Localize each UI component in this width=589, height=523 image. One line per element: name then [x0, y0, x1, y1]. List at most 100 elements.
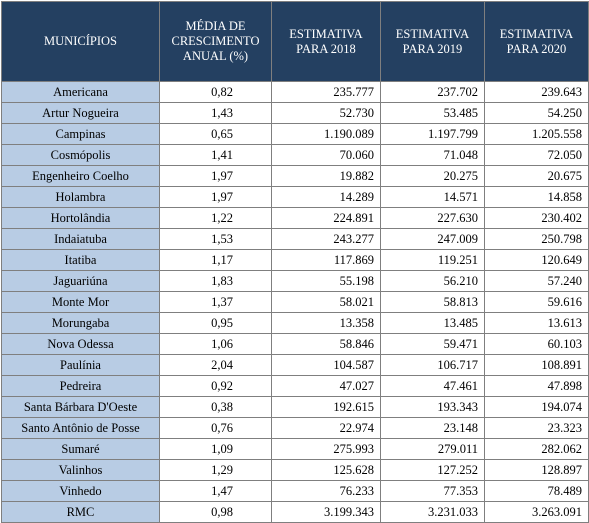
municipio-cell: Nova Odessa: [1, 333, 160, 355]
header-2020-line-1: ESTIMATIVA: [499, 26, 574, 41]
estimativa-2020-cell: 230.402: [484, 207, 589, 229]
municipio-cell: Sumaré: [1, 438, 160, 460]
municipio-cell: Holambra: [1, 186, 160, 208]
estimativa-2020-cell: 3.263.091: [484, 501, 589, 523]
estimativa-2019-cell: 106.717: [380, 354, 485, 376]
table-row: Sumaré 1,09 275.993 279.011 282.062: [1, 438, 589, 460]
estimativa-2020-cell: 13.613: [484, 312, 589, 334]
municipio-cell: RMC: [1, 501, 160, 523]
table-row: Monte Mor 1,37 58.021 58.813 59.616: [1, 291, 589, 313]
media-cell: 1,47: [159, 480, 272, 502]
estimativa-2020-cell: 47.898: [484, 375, 589, 397]
estimativa-2020-cell: 128.897: [484, 459, 589, 481]
table-row: Hortolândia 1,22 224.891 227.630 230.402: [1, 207, 589, 229]
media-cell: 0,38: [159, 396, 272, 418]
estimativa-2019-cell: 127.252: [380, 459, 485, 481]
estimativa-2019-cell: 56.210: [380, 270, 485, 292]
municipio-cell: Santa Bárbara D'Oeste: [1, 396, 160, 418]
header-estimativa-2019: ESTIMATIVA PARA 2019: [380, 1, 485, 82]
estimativa-2019-cell: 119.251: [380, 249, 485, 271]
estimativa-2018-cell: 125.628: [271, 459, 381, 481]
table-row: Artur Nogueira 1,43 52.730 53.485 54.250: [1, 102, 589, 124]
estimativa-2018-cell: 76.233: [271, 480, 381, 502]
estimativa-2019-cell: 77.353: [380, 480, 485, 502]
header-2019-line-2: PARA 2019: [402, 41, 463, 56]
municipio-cell: Paulínia: [1, 354, 160, 376]
media-cell: 1,22: [159, 207, 272, 229]
municipio-cell: Campinas: [1, 123, 160, 145]
table-body: Americana 0,82 235.777 237.702 239.643 Artur …: [1, 81, 589, 523]
municipio-cell: Jaguariúna: [1, 270, 160, 292]
table-row: Indaiatuba 1,53 243.277 247.009 250.798: [1, 228, 589, 250]
estimativa-2018-cell: 58.846: [271, 333, 381, 355]
municipio-cell: Pedreira: [1, 375, 160, 397]
table-row: Holambra 1,97 14.289 14.571 14.858: [1, 186, 589, 208]
header-2018-line-2: PARA 2018: [296, 41, 356, 56]
estimativa-2018-cell: 14.289: [271, 186, 381, 208]
municipio-cell: Hortolândia: [1, 207, 160, 229]
media-cell: 1,41: [159, 144, 272, 166]
media-cell: 1,09: [159, 438, 272, 460]
municipio-cell: Itatiba: [1, 249, 160, 271]
estimativa-2019-cell: 47.461: [380, 375, 485, 397]
estimativa-2020-cell: 120.649: [484, 249, 589, 271]
estimativa-2019-cell: 14.571: [380, 186, 485, 208]
media-cell: 1,37: [159, 291, 272, 313]
estimativa-2018-cell: 3.199.343: [271, 501, 381, 523]
municipio-cell: Vinhedo: [1, 480, 160, 502]
estimativa-2018-cell: 70.060: [271, 144, 381, 166]
estimativa-2020-cell: 54.250: [484, 102, 589, 124]
municipio-cell: Artur Nogueira: [1, 102, 160, 124]
estimativa-2020-cell: 72.050: [484, 144, 589, 166]
media-cell: 1,43: [159, 102, 272, 124]
media-cell: 1,83: [159, 270, 272, 292]
table-row: Itatiba 1,17 117.869 119.251 120.649: [1, 249, 589, 271]
media-cell: 0,92: [159, 375, 272, 397]
header-estimativa-2020: ESTIMATIVA PARA 2020: [484, 1, 589, 82]
estimativa-2018-cell: 52.730: [271, 102, 381, 124]
estimativa-2020-cell: 108.891: [484, 354, 589, 376]
header-media-crescimento: MÉDIA DE CRESCIMENTO ANUAL (%): [159, 1, 272, 82]
media-cell: 0,82: [159, 81, 272, 103]
table-row: Americana 0,82 235.777 237.702 239.643: [1, 81, 589, 103]
media-cell: 1,17: [159, 249, 272, 271]
table-row: Pedreira 0,92 47.027 47.461 47.898: [1, 375, 589, 397]
header-2020-line-2: PARA 2020: [506, 41, 567, 56]
estimativa-2020-cell: 194.074: [484, 396, 589, 418]
estimativa-2018-cell: 1.190.089: [271, 123, 381, 145]
estimativa-2019-cell: 20.275: [380, 165, 485, 187]
header-municipios: MUNICÍPIOS: [1, 1, 160, 82]
estimativa-2020-cell: 57.240: [484, 270, 589, 292]
media-cell: 0,95: [159, 312, 272, 334]
estimativa-2020-cell: 14.858: [484, 186, 589, 208]
estimativa-2020-cell: 20.675: [484, 165, 589, 187]
municipio-cell: Valinhos: [1, 459, 160, 481]
header-media-line-1: MÉDIA DE: [185, 19, 246, 33]
estimativa-2018-cell: 235.777: [271, 81, 381, 103]
estimativa-2018-cell: 117.869: [271, 249, 381, 271]
media-cell: 2,04: [159, 354, 272, 376]
table-row: Campinas 0,65 1.190.089 1.197.799 1.205.558: [1, 123, 589, 145]
estimativa-2018-cell: 55.198: [271, 270, 381, 292]
municipio-cell: Indaiatuba: [1, 228, 160, 250]
estimativa-2019-cell: 58.813: [380, 291, 485, 313]
estimativa-2019-cell: 59.471: [380, 333, 485, 355]
header-2019-line-1: ESTIMATIVA: [395, 26, 470, 41]
estimativa-2018-cell: 243.277: [271, 228, 381, 250]
table-row: Paulínia 2,04 104.587 106.717 108.891: [1, 354, 589, 376]
table-row: Engenheiro Coelho 1,97 19.882 20.275 20.675: [1, 165, 589, 187]
estimativa-2018-cell: 192.615: [271, 396, 381, 418]
estimativa-2020-cell: 59.616: [484, 291, 589, 313]
table-row: Valinhos 1,29 125.628 127.252 128.897: [1, 459, 589, 481]
media-cell: 0,76: [159, 417, 272, 439]
estimativa-2019-cell: 1.197.799: [380, 123, 485, 145]
estimativa-2019-cell: 227.630: [380, 207, 485, 229]
municipio-cell: Cosmópolis: [1, 144, 160, 166]
estimativa-2018-cell: 104.587: [271, 354, 381, 376]
header-row: MUNICÍPIOS MÉDIA DE CRESCIMENTO ANUAL (%…: [1, 1, 589, 82]
estimativa-2020-cell: 23.323: [484, 417, 589, 439]
media-cell: 1,06: [159, 333, 272, 355]
media-cell: 0,98: [159, 501, 272, 523]
estimativa-2020-cell: 1.205.558: [484, 123, 589, 145]
